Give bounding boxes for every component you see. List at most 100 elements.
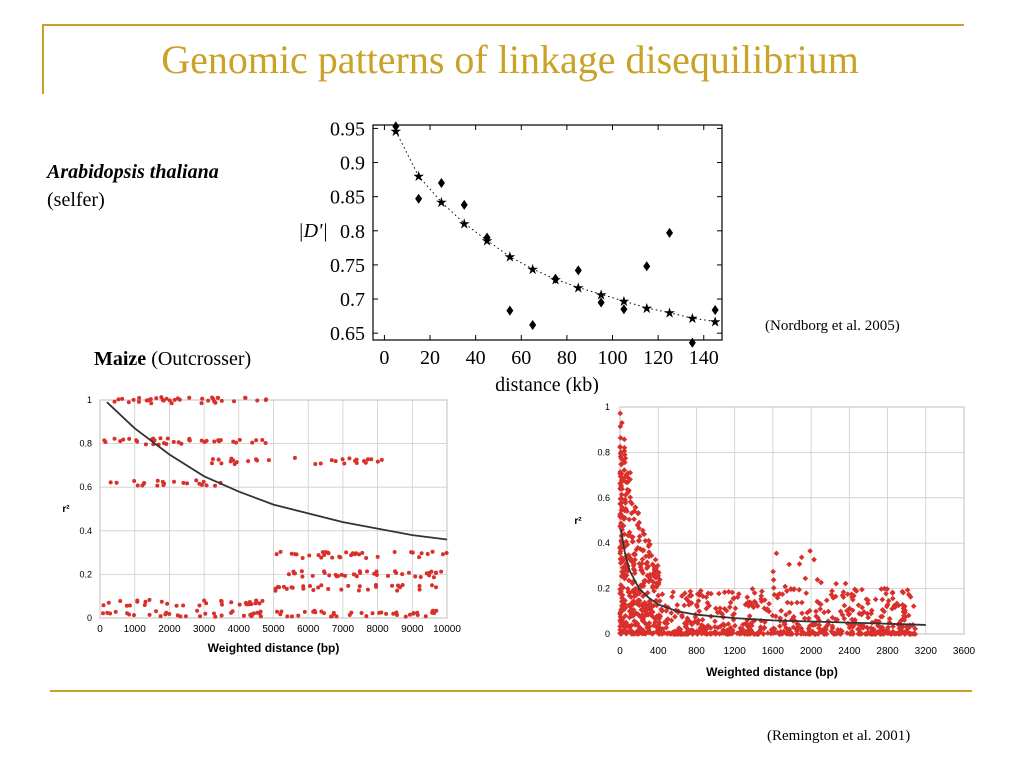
data-point (617, 443, 623, 450)
data-point (744, 631, 751, 637)
data-point (905, 612, 912, 619)
data-point (860, 624, 866, 631)
data-point (211, 611, 216, 616)
data-point (375, 459, 380, 464)
data-point (246, 459, 251, 464)
data-point (429, 569, 434, 574)
diamond-point (483, 232, 491, 243)
data-point (127, 436, 132, 441)
data-point (375, 554, 380, 559)
data-point (132, 479, 137, 484)
data-point (155, 478, 160, 483)
data-point (636, 560, 643, 567)
data-point (258, 609, 263, 614)
data-point (811, 631, 818, 637)
star-point: ★ (526, 263, 539, 278)
data-point (910, 603, 917, 609)
data-point (137, 396, 142, 401)
x-tick-label: 3200 (915, 646, 938, 657)
data-point (771, 591, 778, 598)
data-point (154, 396, 159, 401)
data-point (829, 614, 836, 621)
diamond-point (597, 297, 605, 308)
data-point (842, 580, 849, 587)
data-point (904, 587, 911, 593)
data-point (352, 552, 357, 557)
data-point (174, 603, 179, 608)
data-point (912, 625, 918, 632)
y-tick-label: 0.75 (330, 255, 365, 277)
star-point: ★ (618, 295, 631, 310)
data-point (626, 624, 633, 631)
data-point (147, 612, 152, 617)
data-point (717, 605, 723, 612)
data-point (195, 608, 200, 613)
data-point (131, 613, 136, 618)
y-tick-label: 0.85 (330, 187, 365, 209)
data-point (319, 555, 324, 560)
data-point (135, 598, 140, 603)
data-point (255, 398, 260, 403)
star-point: ★ (686, 312, 699, 327)
data-point (333, 459, 338, 464)
data-point (197, 481, 202, 486)
data-point (716, 630, 723, 637)
data-point (344, 550, 349, 555)
data-point (336, 574, 341, 579)
data-point (884, 586, 891, 592)
data-point (294, 552, 299, 557)
data-point (291, 569, 296, 574)
data-point (403, 614, 408, 619)
data-point (390, 583, 395, 588)
data-point (878, 586, 885, 592)
data-point (639, 617, 646, 624)
data-point (327, 573, 332, 578)
data-point (210, 395, 215, 400)
star-point: ★ (390, 125, 403, 140)
data-point (630, 566, 637, 572)
diamond-point (574, 265, 582, 276)
data-point (418, 574, 423, 579)
data-point (700, 593, 706, 600)
data-point (377, 610, 382, 615)
data-point (744, 594, 751, 601)
data-point (646, 542, 652, 549)
data-point (199, 401, 204, 406)
data-point (254, 457, 259, 462)
data-point (777, 623, 783, 629)
data-point (230, 609, 235, 614)
data-point (750, 630, 757, 637)
data-point (247, 600, 252, 605)
data-point (307, 553, 312, 558)
x-tick-label: 4000 (228, 624, 251, 635)
data-point (830, 594, 837, 601)
x-tick-label: 9000 (401, 624, 424, 635)
data-point (395, 588, 400, 593)
data-point (100, 611, 105, 616)
data-point (433, 585, 438, 590)
data-point (161, 398, 166, 403)
y-tick-label: 0.8 (79, 439, 92, 449)
x-tick-label: 1200 (724, 646, 747, 657)
x-tick-label: 140 (689, 347, 719, 369)
data-point (143, 599, 148, 604)
data-point (769, 612, 776, 619)
data-point (879, 624, 886, 631)
data-point (417, 555, 422, 560)
data-point (143, 442, 148, 447)
data-point (779, 591, 786, 598)
data-point (275, 609, 280, 614)
data-point (164, 610, 169, 615)
diamond-point (460, 199, 468, 210)
data-point (281, 584, 286, 589)
data-point (890, 623, 896, 630)
data-point (763, 607, 770, 613)
data-point (754, 603, 761, 609)
data-point (343, 573, 348, 578)
data-point (618, 585, 625, 592)
data-point (688, 600, 695, 606)
data-point (629, 538, 636, 545)
data-point (284, 586, 289, 591)
x-tick-label: 60 (511, 347, 531, 369)
data-point (316, 585, 321, 590)
